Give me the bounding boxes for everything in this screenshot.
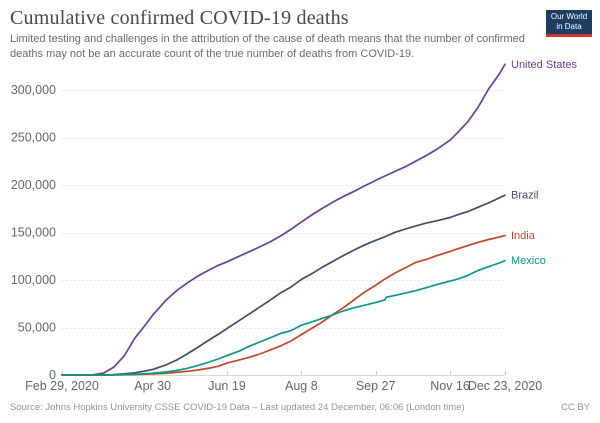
x-axis-label-261: Nov 16 [430, 379, 470, 393]
x-axis-label-0: Feb 29, 2020 [25, 379, 99, 393]
owid-logo-line2: in Data [556, 22, 582, 31]
y-axis-label-300000: 300,000 [11, 83, 56, 97]
y-axis-label-50000: 50,000 [18, 321, 56, 335]
y-axis-label-100000: 100,000 [11, 273, 56, 287]
source-note: Source: Johns Hopkins University CSSE CO… [10, 402, 465, 413]
chart-footer: Source: Johns Hopkins University CSSE CO… [10, 402, 590, 413]
license-link[interactable]: CC BY [560, 402, 590, 413]
series-label-india[interactable]: India [511, 230, 536, 242]
y-axis-label-200000: 200,000 [11, 178, 56, 192]
series-label-united-states[interactable]: United States [511, 59, 578, 71]
page-title: Cumulative confirmed COVID-19 deaths [10, 7, 349, 29]
x-axis-label-211: Sep 27 [356, 379, 396, 393]
series-line-united-states[interactable] [61, 63, 506, 376]
x-axis-label-111: Jun 19 [208, 379, 246, 393]
chart-subtitle: Limited testing and challenges in the at… [10, 33, 525, 60]
x-axis-label-61: Apr 30 [134, 379, 171, 393]
chart-canvas[interactable]: 0 50,000 100,000 150,000 200,000 250,000 300,0… [0, 0, 600, 400]
y-axis-label-0: 0 [49, 368, 56, 382]
series-label-mexico[interactable]: Mexico [511, 255, 546, 267]
owid-logo-line1: Our World [550, 12, 588, 22]
y-axis-label-150000: 150,000 [11, 226, 56, 240]
series-line-mexico[interactable] [61, 259, 506, 376]
series-line-india[interactable] [61, 234, 506, 376]
series-label-brazil[interactable]: Brazil [511, 190, 539, 202]
series-line-brazil[interactable] [61, 194, 506, 376]
owid-logo[interactable]: Our World in Data [546, 10, 592, 37]
x-axis-label-161: Aug 8 [285, 379, 318, 393]
y-axis-label-250000: 250,000 [11, 131, 56, 145]
x-axis-label-298: Dec 23, 2020 [468, 379, 542, 393]
